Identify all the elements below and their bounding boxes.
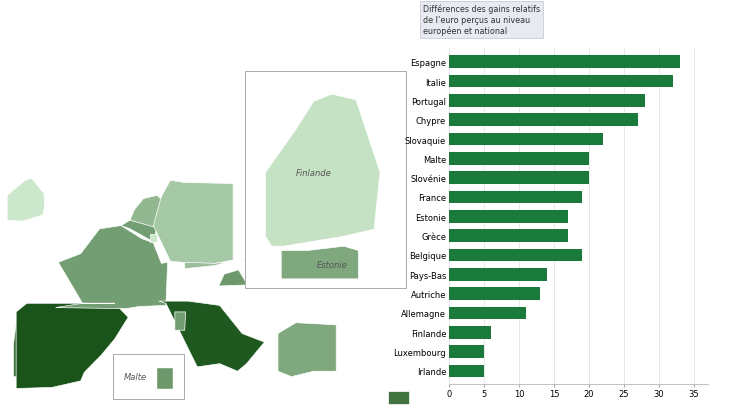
Bar [449, 95, 645, 108]
Polygon shape [55, 226, 168, 309]
FancyBboxPatch shape [113, 354, 183, 399]
Bar [449, 56, 680, 69]
Bar [449, 191, 582, 204]
Bar [449, 326, 491, 339]
Text: Différences des gains relatifs
de l’euro perçus au niveau
européen et national: Différences des gains relatifs de l’euro… [423, 5, 540, 36]
Bar [449, 172, 589, 184]
Polygon shape [130, 196, 164, 228]
Bar [449, 268, 547, 281]
Text: Malte: Malte [124, 372, 147, 381]
Bar [449, 288, 540, 300]
Bar [449, 76, 673, 88]
Polygon shape [150, 235, 157, 242]
Bar [449, 133, 603, 146]
Polygon shape [278, 323, 337, 377]
Polygon shape [121, 220, 157, 242]
Polygon shape [175, 312, 185, 330]
Text: Estonie: Estonie [317, 261, 347, 270]
Polygon shape [185, 258, 253, 269]
Polygon shape [158, 301, 264, 371]
Bar [449, 230, 568, 242]
FancyBboxPatch shape [245, 72, 407, 288]
Bar [449, 153, 589, 165]
Text: Finlande: Finlande [296, 169, 331, 178]
Polygon shape [153, 181, 233, 264]
Polygon shape [13, 323, 38, 378]
Bar [449, 249, 582, 262]
Polygon shape [157, 368, 173, 389]
Polygon shape [266, 95, 380, 247]
Bar [449, 211, 568, 223]
Polygon shape [219, 270, 247, 286]
Polygon shape [249, 241, 301, 261]
Polygon shape [388, 391, 409, 404]
Bar [449, 307, 526, 319]
Polygon shape [16, 303, 128, 389]
Polygon shape [281, 247, 358, 279]
Bar [449, 114, 638, 127]
Polygon shape [7, 179, 45, 222]
Bar [449, 346, 484, 358]
Bar [449, 365, 484, 377]
